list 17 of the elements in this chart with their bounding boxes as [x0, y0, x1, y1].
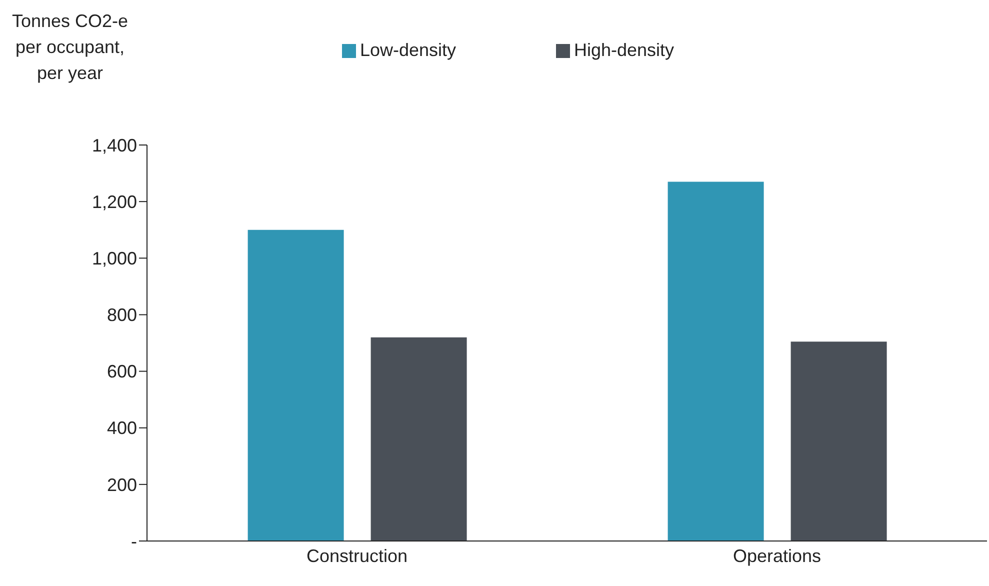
bar	[790, 342, 887, 541]
bar	[248, 230, 344, 541]
legend-label: High-density	[574, 40, 674, 60]
x-tick-label: Operations	[732, 546, 822, 566]
y-tick-label: 600	[106, 362, 137, 382]
x-tick-label: Construction	[306, 546, 408, 566]
legend-label: Low-density	[360, 40, 456, 60]
y-tick-label: 400	[106, 418, 137, 438]
y-tick-label: 1,000	[92, 248, 137, 269]
bar	[668, 182, 764, 541]
y-tick-label: 1,400	[92, 135, 137, 156]
y-tick-label: -	[131, 531, 137, 552]
y-tick-label: 800	[106, 305, 137, 326]
bar	[370, 337, 467, 541]
y-tick-label: 200	[106, 474, 137, 495]
y-axis-title: Tonnes CO2-e per occupant, per year	[10, 10, 130, 85]
y-tick-label: 1,200	[92, 192, 137, 212]
